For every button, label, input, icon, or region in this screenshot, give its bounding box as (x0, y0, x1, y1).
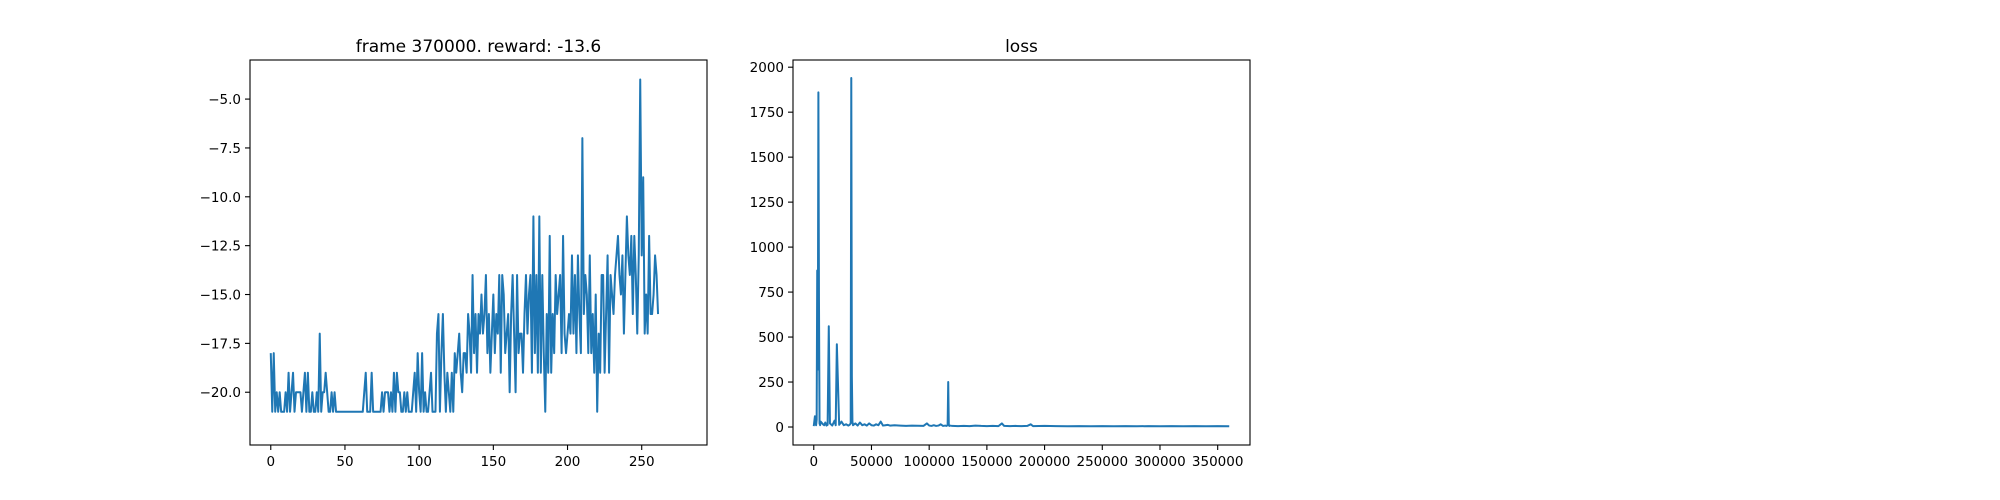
x-tick-label: 200 (555, 454, 581, 470)
x-tick-label: 250000 (1077, 454, 1129, 470)
y-tick-label: −10.0 (200, 190, 241, 206)
x-tick-label: 0 (266, 454, 275, 470)
loss-plot-x-axis: 0 50000 100000 150000 200000 250000 300000 3500… (809, 445, 1243, 470)
reward-plot-title: frame 370000. reward: -13.6 (356, 37, 602, 57)
y-tick-label: 750 (758, 285, 784, 301)
loss-plot: loss 0 50000 100000 150000 200000 250000 30000… (750, 37, 1251, 470)
y-tick-label: 1250 (750, 195, 784, 211)
x-tick-label: 150000 (961, 454, 1013, 470)
x-tick-label: 100000 (903, 454, 955, 470)
reward-plot-x-axis: 0 50 100 150 200 250 (266, 445, 655, 470)
x-tick-label: 300000 (1134, 454, 1186, 470)
x-tick-label: 100 (406, 454, 432, 470)
y-tick-label: −12.5 (200, 239, 241, 255)
y-tick-label: −15.0 (200, 288, 241, 304)
y-tick-label: 2000 (750, 60, 784, 76)
x-tick-label: 150 (480, 454, 506, 470)
loss-plot-title: loss (1005, 37, 1038, 57)
x-tick-label: 0 (809, 454, 818, 470)
x-tick-label: 250 (629, 454, 655, 470)
y-tick-label: 1500 (750, 150, 784, 166)
reward-plot: frame 370000. reward: -13.6 0 50 100 150 200… (200, 37, 708, 470)
reward-series-line (269, 78, 660, 413)
x-tick-label: 50000 (850, 454, 893, 470)
x-tick-label: 200000 (1019, 454, 1071, 470)
x-tick-label: 350000 (1192, 454, 1244, 470)
y-tick-label: −5.0 (208, 92, 241, 108)
loss-plot-y-axis: 0 250 500 750 1000 1250 1500 1750 2000 (750, 60, 793, 436)
reward-plot-y-axis: −20.0 −17.5 −15.0 −12.5 −10.0 −7.5 −5.0 (200, 92, 250, 401)
y-tick-label: 500 (758, 330, 784, 346)
y-tick-label: 250 (758, 375, 784, 391)
loss-plot-frame (792, 59, 1251, 446)
reward-plot-frame (249, 59, 708, 446)
y-tick-label: −7.5 (208, 141, 241, 157)
x-tick-label: 50 (336, 454, 353, 470)
y-tick-label: 0 (775, 420, 784, 436)
y-tick-label: 1750 (750, 105, 784, 121)
y-tick-label: −17.5 (200, 336, 241, 352)
y-tick-label: −20.0 (200, 385, 241, 401)
y-tick-label: 1000 (750, 240, 784, 256)
loss-series-line (812, 76, 1230, 428)
